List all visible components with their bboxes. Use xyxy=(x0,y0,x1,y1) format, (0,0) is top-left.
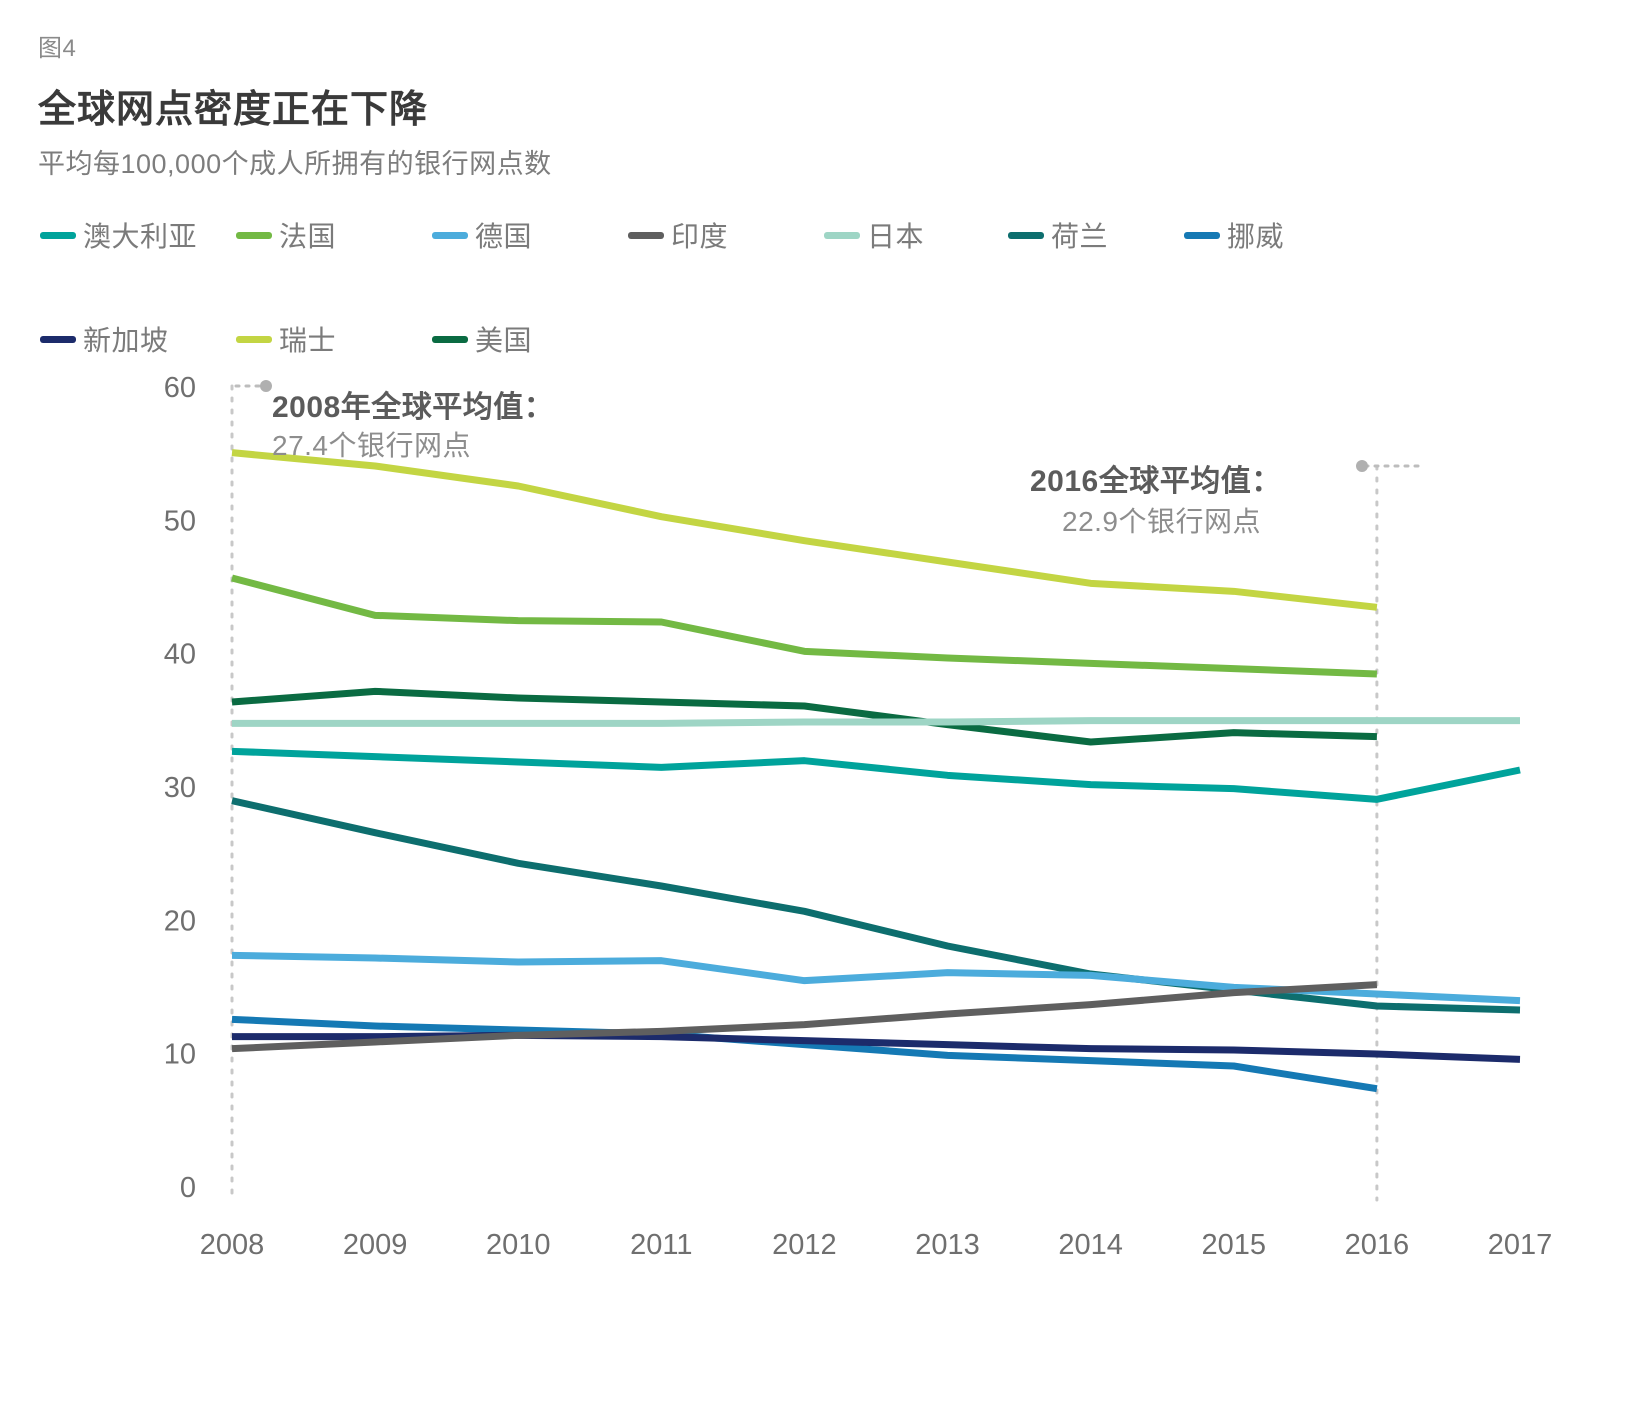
x-axis-tick-2010: 2010 xyxy=(486,1229,551,1261)
legend-item-singapore[interactable]: 新加坡 xyxy=(40,319,169,359)
legend-item-switzerland[interactable]: 瑞士 xyxy=(236,319,336,359)
annotation-2016-leader-dot xyxy=(1356,460,1368,472)
legend-item-india[interactable]: 印度 xyxy=(628,215,728,255)
legend-label-india: 印度 xyxy=(671,221,729,252)
legend-swatch-japan-icon xyxy=(824,231,860,239)
series-line-norway[interactable] xyxy=(231,1015,1378,1093)
series-line-india[interactable] xyxy=(231,981,1378,1053)
legend-item-japan[interactable]: 日本 xyxy=(824,215,924,255)
y-axis-tick-40: 40 xyxy=(164,639,196,671)
legend-swatch-netherlands-icon xyxy=(1008,231,1044,239)
annotation-2008-title: 2008年全球平均值： xyxy=(272,391,555,424)
annotation-2016-value: 22.9个银行网点 xyxy=(1062,506,1261,537)
legend-label-usa: 美国 xyxy=(475,325,533,356)
legend-item-australia[interactable]: 澳大利亚 xyxy=(40,215,197,255)
legend-swatch-usa-icon xyxy=(432,335,468,343)
figure-title: 全球网点密度正在下降 xyxy=(38,89,429,131)
legend-row-1: 澳大利亚 法国 德国 印度 日本 荷兰 挪威 xyxy=(40,215,1440,267)
chart-legend: 澳大利亚 法国 德国 印度 日本 荷兰 挪威 新加坡 瑞士 美国 xyxy=(40,215,1440,356)
y-axis-tick-60: 60 xyxy=(164,372,196,404)
legend-label-singapore: 新加坡 xyxy=(83,325,169,356)
legend-item-netherlands[interactable]: 荷兰 xyxy=(1008,215,1108,255)
y-axis-tick-50: 50 xyxy=(164,505,196,537)
legend-label-germany: 德国 xyxy=(475,221,533,252)
plot-area: 0 10 20 30 40 50 60 2008 2009 2010 2011 2012 2013 201… xyxy=(0,360,1638,1360)
figure-number: 图4 xyxy=(38,35,77,62)
legend-item-germany[interactable]: 德国 xyxy=(432,215,532,255)
legend-label-norway: 挪威 xyxy=(1227,221,1285,252)
line-chart: 0 10 20 30 40 50 60 2008 2009 2010 2011 2012 2013 201… xyxy=(164,372,1553,1261)
legend-swatch-norway-icon xyxy=(1184,231,1220,239)
legend-label-switzerland: 瑞士 xyxy=(279,325,337,356)
annotation-2016-title: 2016全球平均值： xyxy=(1030,465,1282,498)
series-line-australia[interactable] xyxy=(231,747,1521,803)
figure-subtitle: 平均每100,000个成人所拥有的银行网点数 xyxy=(38,149,552,179)
series-line-netherlands[interactable] xyxy=(231,797,1521,1014)
legend-label-france: 法国 xyxy=(279,221,337,252)
x-axis-tick-2013: 2013 xyxy=(915,1229,980,1261)
legend-item-usa[interactable]: 美国 xyxy=(432,319,532,359)
x-axis-tick-2014: 2014 xyxy=(1058,1229,1123,1261)
series-line-germany[interactable] xyxy=(231,951,1521,1005)
legend-swatch-germany-icon xyxy=(432,231,468,239)
y-axis-tick-0: 0 xyxy=(180,1172,196,1204)
x-axis-tick-2017: 2017 xyxy=(1488,1229,1553,1261)
x-axis-tick-2016: 2016 xyxy=(1345,1229,1410,1261)
legend-row-2: 新加坡 瑞士 美国 xyxy=(40,267,1440,356)
legend-swatch-australia-icon xyxy=(40,231,76,239)
legend-swatch-india-icon xyxy=(628,231,664,239)
series-line-japan[interactable] xyxy=(232,717,1520,727)
x-axis-tick-2015: 2015 xyxy=(1202,1229,1267,1261)
annotation-2008-value: 27.4个银行网点 xyxy=(272,430,471,461)
legend-swatch-singapore-icon xyxy=(40,335,76,343)
legend-label-netherlands: 荷兰 xyxy=(1051,221,1109,252)
legend-label-australia: 澳大利亚 xyxy=(83,221,198,252)
series-line-switzerland[interactable] xyxy=(231,449,1378,611)
legend-swatch-france-icon xyxy=(236,231,272,239)
y-axis-tick-10: 10 xyxy=(164,1039,196,1071)
legend-item-france[interactable]: 法国 xyxy=(236,215,336,255)
x-axis-tick-2011: 2011 xyxy=(630,1229,692,1261)
y-axis-tick-30: 30 xyxy=(164,772,196,804)
annotation-2008-leader-dot xyxy=(260,380,272,392)
series-line-france[interactable] xyxy=(231,574,1378,678)
series-line-usa[interactable] xyxy=(231,687,1377,746)
x-axis-tick-2009: 2009 xyxy=(343,1229,408,1261)
legend-swatch-switzerland-icon xyxy=(236,335,272,343)
y-axis-tick-20: 20 xyxy=(164,905,196,937)
x-axis-tick-2008: 2008 xyxy=(200,1229,265,1261)
x-axis-tick-2012: 2012 xyxy=(772,1229,837,1261)
legend-item-norway[interactable]: 挪威 xyxy=(1184,215,1284,255)
legend-label-japan: 日本 xyxy=(867,221,925,252)
